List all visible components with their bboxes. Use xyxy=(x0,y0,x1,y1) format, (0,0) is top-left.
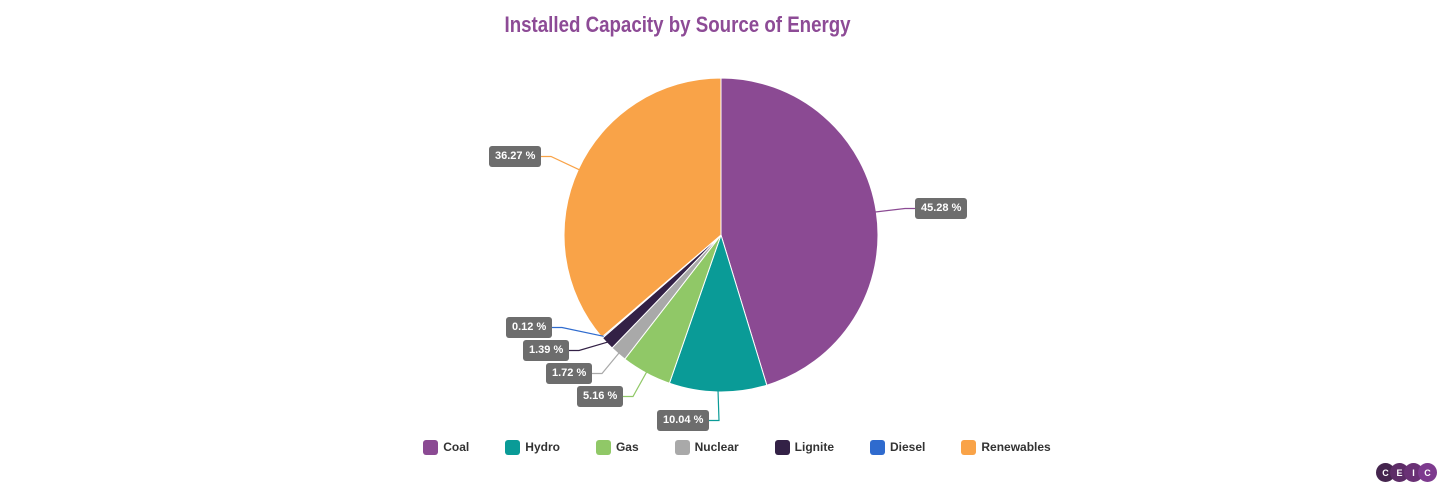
legend-item-hydro[interactable]: Hydro xyxy=(505,440,560,455)
data-label-hydro: 10.04 % xyxy=(657,410,710,431)
label-connector-diesel xyxy=(552,326,604,337)
legend-swatch-renewables xyxy=(961,440,977,455)
legend-label-hydro: Hydro xyxy=(525,440,560,454)
label-connector-coal xyxy=(874,207,915,213)
data-label-nuclear: 1.72 % xyxy=(546,363,593,384)
data-label-gas: 5.16 % xyxy=(577,386,624,407)
data-label-coal: 45.28 % xyxy=(915,198,968,219)
legend: Coal Hydro Gas Nuclear Lignite Diesel Renewabl… xyxy=(30,440,1444,455)
legend-swatch-gas xyxy=(595,440,611,455)
legend-item-lignite[interactable]: Lignite xyxy=(774,440,834,455)
legend-swatch-diesel xyxy=(870,440,885,455)
legend-swatch-nuclear xyxy=(674,440,690,455)
ceic-logo-circle-4: C xyxy=(1418,463,1437,482)
legend-label-lignite: Lignite xyxy=(794,440,834,454)
legend-item-coal[interactable]: Coal xyxy=(423,440,469,455)
label-connector-lignite xyxy=(569,341,609,352)
label-connector-renewables xyxy=(541,155,581,171)
legend-label-diesel: Diesel xyxy=(890,440,926,454)
legend-swatch-lignite xyxy=(774,440,790,455)
legend-label-nuclear: Nuclear xyxy=(694,440,739,454)
legend-item-diesel[interactable]: Diesel xyxy=(870,440,925,455)
chart-title-text: Installed Capacity by Source of Energy xyxy=(504,12,851,37)
legend-item-renewables[interactable]: Renewables xyxy=(961,440,1051,455)
data-label-diesel: 0.12 % xyxy=(506,317,553,338)
chart-title: Installed Capacity by Source of Energy xyxy=(0,12,1355,38)
label-connector-gas xyxy=(623,370,648,398)
label-connector-hydro xyxy=(709,389,720,422)
legend-label-coal: Coal xyxy=(443,440,470,454)
label-connector-nuclear xyxy=(592,351,621,375)
legend-swatch-coal xyxy=(423,440,439,455)
legend-label-renewables: Renewables xyxy=(981,440,1051,454)
legend-item-gas[interactable]: Gas xyxy=(595,440,639,455)
data-label-renewables: 36.27 % xyxy=(489,146,542,167)
data-label-lignite: 1.39 % xyxy=(523,340,570,361)
legend-label-gas: Gas xyxy=(615,440,639,454)
legend-swatch-hydro xyxy=(505,440,521,455)
legend-item-nuclear[interactable]: Nuclear xyxy=(674,440,739,455)
